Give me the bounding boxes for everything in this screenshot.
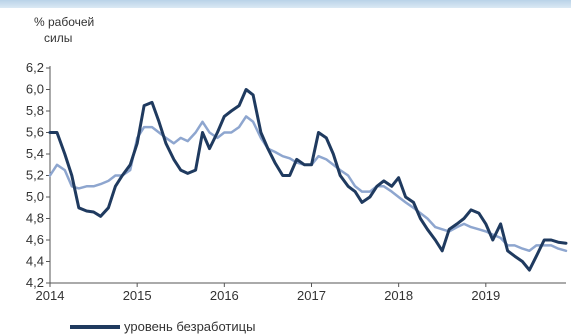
y-axis-label: % рабочей силы	[34, 15, 94, 45]
y-tick-label: 5,4	[26, 146, 44, 161]
x-axis: 2014 2015 2016 2017 2018 2019	[36, 282, 566, 303]
x-tick-label: 2018	[384, 288, 413, 303]
y-tick-label: 4,8	[26, 211, 44, 226]
x-tick-label: 2015	[123, 288, 152, 303]
y-tick-label: 4,2	[26, 275, 44, 290]
y-axis: 6,2 6,0 5,8 5,6 5,4 5,2 5,0 4,8 4,6 4,4 4,2	[26, 60, 51, 290]
legend: уровень безработицы	[70, 319, 255, 334]
y-tick-label: 4,6	[26, 232, 44, 247]
y-tick-label: 5,0	[26, 189, 44, 204]
y-axis-label-line-1: % рабочей	[34, 15, 94, 29]
y-axis-label-line-2: силы	[44, 31, 72, 45]
x-tick-label: 2016	[210, 288, 239, 303]
y-tick-label: 6,2	[26, 60, 44, 75]
series-line-unemployment	[48, 88, 568, 272]
x-tick-label: 2014	[36, 288, 65, 303]
legend-label-unemployment: уровень безработицы	[124, 319, 255, 334]
y-tick-label: 5,8	[26, 103, 44, 118]
y-tick-label: 5,2	[26, 168, 44, 183]
x-tick-label: 2017	[297, 288, 326, 303]
y-tick-label: 4,4	[26, 254, 44, 269]
y-tick-label: 6,0	[26, 82, 44, 97]
series-layer	[48, 88, 568, 272]
header-bar	[0, 0, 571, 8]
y-tick-label: 5,6	[26, 125, 44, 140]
x-tick-label: 2019	[471, 288, 500, 303]
